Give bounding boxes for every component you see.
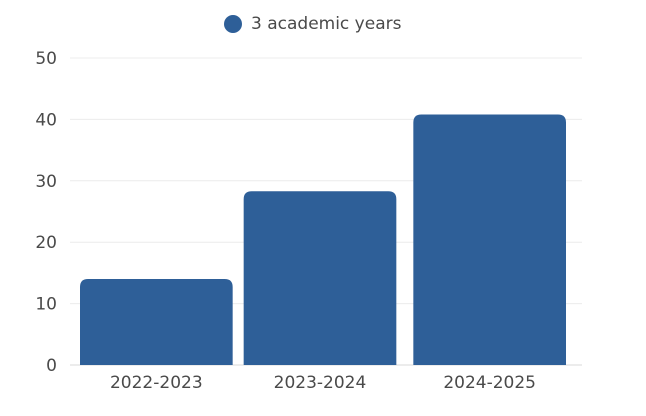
y-tick-label: 40: [35, 110, 57, 130]
legend-label: 3 academic years: [251, 14, 402, 34]
y-tick-label: 10: [35, 295, 57, 315]
y-axis: 0 10 20 30 40 50: [35, 49, 57, 376]
bar-2022-2023: [80, 279, 233, 365]
y-tick-label: 50: [35, 49, 57, 69]
x-tick-label: 2024-2025: [443, 373, 536, 393]
y-tick-label: 30: [35, 172, 57, 192]
x-axis: 2022-2023 2023-2024 2024-2025: [110, 373, 536, 393]
bar-2024-2025: [413, 114, 566, 365]
bars: [80, 114, 566, 365]
legend: 3 academic years: [224, 14, 402, 34]
x-tick-label: 2022-2023: [110, 373, 203, 393]
bar-2023-2024: [243, 191, 397, 365]
y-tick-label: 20: [35, 233, 57, 253]
x-tick-label: 2023-2024: [274, 373, 367, 393]
legend-marker: [224, 15, 242, 33]
y-tick-label: 0: [46, 356, 57, 376]
